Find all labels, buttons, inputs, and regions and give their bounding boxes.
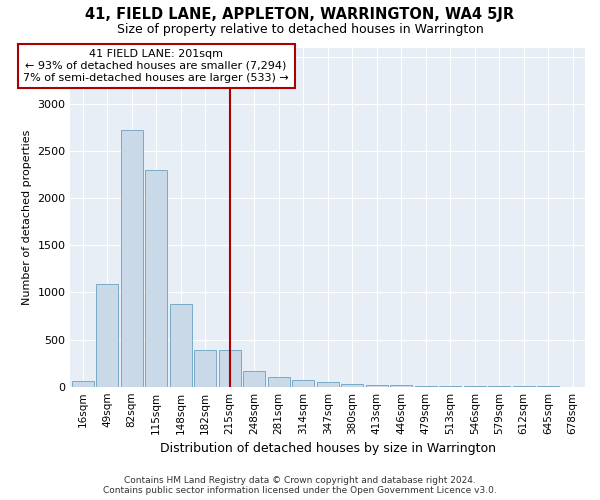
Bar [194, 350, 216, 387]
Bar [243, 370, 265, 386]
Bar [268, 378, 290, 386]
Y-axis label: Number of detached properties: Number of detached properties [22, 130, 32, 305]
Bar [365, 385, 388, 386]
Bar [341, 384, 363, 386]
Bar [96, 284, 118, 386]
Bar [317, 382, 339, 386]
Text: Contains HM Land Registry data © Crown copyright and database right 2024.
Contai: Contains HM Land Registry data © Crown c… [103, 476, 497, 495]
Bar [71, 381, 94, 386]
Bar [121, 130, 143, 386]
Text: Size of property relative to detached houses in Warrington: Size of property relative to detached ho… [116, 22, 484, 36]
X-axis label: Distribution of detached houses by size in Warrington: Distribution of detached houses by size … [160, 442, 496, 455]
Text: 41 FIELD LANE: 201sqm
← 93% of detached houses are smaller (7,294)
7% of semi-de: 41 FIELD LANE: 201sqm ← 93% of detached … [23, 50, 289, 82]
Bar [145, 170, 167, 386]
Bar [218, 350, 241, 387]
Bar [170, 304, 191, 386]
Bar [292, 380, 314, 386]
Text: 41, FIELD LANE, APPLETON, WARRINGTON, WA4 5JR: 41, FIELD LANE, APPLETON, WARRINGTON, WA… [85, 8, 515, 22]
